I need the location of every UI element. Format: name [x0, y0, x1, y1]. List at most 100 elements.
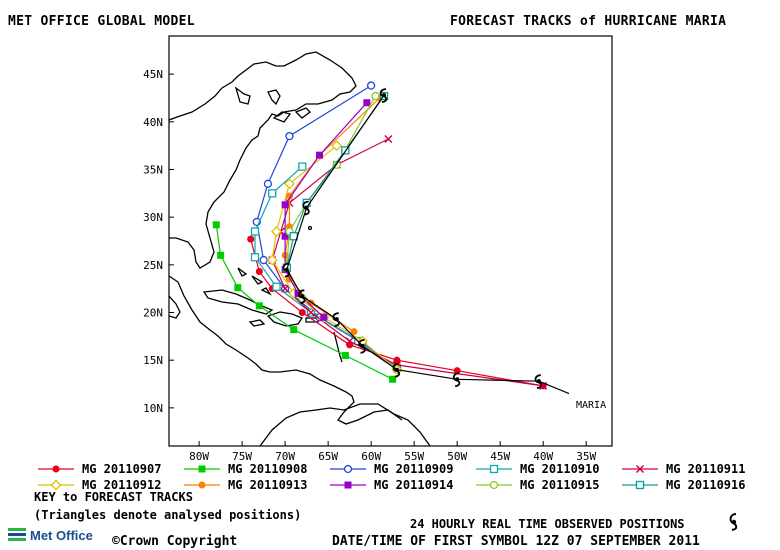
forecast-point	[345, 337, 354, 346]
observed-position-icon	[302, 200, 310, 216]
legend-marker	[343, 464, 353, 474]
met-office-logo: Met Office	[8, 527, 93, 543]
lat-label: 45N	[143, 68, 163, 81]
forecast-point	[306, 308, 315, 317]
legend-marker	[50, 479, 62, 491]
lon-label: 50W	[447, 450, 467, 463]
lon-label: 70W	[275, 450, 295, 463]
lat-label: 25N	[143, 259, 163, 272]
legend-marker	[198, 465, 206, 473]
legend-label: MG 20110915	[520, 478, 600, 492]
forecast-point	[250, 227, 260, 236]
forecast-point	[284, 178, 295, 190]
observed-position-icon	[298, 289, 306, 305]
legend-swatch	[622, 480, 658, 490]
observed-track-line	[286, 94, 570, 395]
forecast-point	[272, 282, 281, 291]
lon-label: 35W	[576, 450, 596, 463]
lat-label: 15N	[143, 354, 163, 367]
legend-swatch	[38, 479, 74, 491]
forecast-point	[298, 162, 307, 171]
legend-label: MG 20110909	[374, 462, 454, 476]
axis-labels: 45N 40N 35N 30N 25N 20N 15N 10N 80W 75W 70W 65W 60W 5…	[143, 68, 596, 463]
legend-item: MG 20110916	[620, 478, 745, 492]
forecast-point	[371, 91, 380, 101]
legend-item: MG 20110908	[182, 462, 307, 476]
forecast-point	[384, 134, 393, 143]
forecast-track-line	[271, 145, 398, 371]
legend-label: MG 20110912	[82, 478, 162, 492]
legend-swatch	[476, 464, 512, 474]
forecast-title: FORECAST TRACKS of HURRICANE MARIA	[450, 14, 727, 29]
forecast-point	[281, 232, 289, 240]
lon-label: 60W	[361, 450, 381, 463]
copyright: ©Crown Copyright	[112, 534, 238, 549]
legend-item: MG 20110910	[474, 462, 599, 476]
forecast-point	[266, 254, 278, 266]
map-frame	[168, 35, 613, 447]
hurricane-symbol-icon	[729, 513, 738, 531]
observed-track	[282, 88, 570, 395]
forecast-point	[259, 255, 268, 265]
forecast-point	[320, 313, 328, 321]
forecast-point	[271, 226, 282, 237]
legend-item: MG 20110915	[474, 478, 599, 492]
legend-swatch	[622, 465, 658, 473]
forecast-point	[263, 179, 273, 188]
forecast-point	[285, 131, 294, 141]
forecast-point	[389, 375, 397, 383]
forecast-point	[341, 351, 349, 359]
forecast-point	[363, 99, 371, 107]
observed-position-icon	[534, 374, 543, 390]
storm-label: MARIA	[576, 400, 606, 411]
legend-label: MG 20110907	[82, 462, 162, 476]
forecast-point	[255, 268, 263, 276]
forecast-point	[331, 140, 343, 152]
forecast-point	[281, 284, 290, 293]
legend-swatch	[330, 464, 366, 474]
legend-item: MG 20110912	[36, 478, 161, 492]
met-office-logo-text: Met Office	[30, 527, 93, 543]
model-title: MET OFFICE GLOBAL MODEL	[8, 14, 195, 29]
legend-swatch	[330, 481, 366, 489]
observed-position-icon	[332, 312, 340, 328]
forecast-track-line	[250, 238, 544, 387]
forecast-point	[316, 151, 324, 159]
legend-swatch	[476, 480, 512, 490]
legend-swatch	[184, 481, 220, 489]
legend-marker	[636, 465, 644, 473]
lat-label: 40N	[143, 116, 163, 129]
forecast-point	[366, 81, 376, 90]
forecast-point	[268, 189, 277, 198]
legend-item: MG 20110914	[328, 478, 453, 492]
forecast-point	[250, 253, 260, 262]
legend-marker	[489, 464, 499, 474]
legend-item: MG 20110909	[328, 462, 453, 476]
observed-position-icon	[452, 372, 461, 388]
forecast-point	[285, 192, 293, 200]
forecast-track-line	[254, 166, 398, 369]
legend-marker	[198, 481, 206, 489]
lon-label: 40W	[533, 450, 553, 463]
legend-label: MG 20110916	[666, 478, 746, 492]
forecast-point	[290, 326, 298, 334]
legend-marker	[344, 481, 352, 489]
legend-marker	[52, 465, 60, 473]
legend-marker	[635, 480, 645, 490]
forecast-point	[217, 251, 225, 259]
observed-position-icon	[282, 262, 290, 278]
lat-label: 10N	[143, 402, 163, 415]
first-symbol-datetime: DATE/TIME OF FIRST SYMBOL 12Z 07 SEPTEMB…	[332, 534, 700, 549]
legend-item: MG 20110907	[36, 462, 161, 476]
lat-label: 30N	[143, 211, 163, 224]
key-title: KEY to FORECAST TRACKS	[34, 490, 193, 504]
legend-marker	[489, 480, 499, 490]
forecast-point	[255, 302, 263, 310]
forecast-point	[393, 356, 401, 364]
forecast-point	[234, 284, 242, 292]
lon-label: 45W	[490, 450, 510, 463]
forecast-point	[350, 328, 358, 336]
lon-label: 55W	[404, 450, 424, 463]
met-office-logo-icon	[8, 527, 26, 543]
